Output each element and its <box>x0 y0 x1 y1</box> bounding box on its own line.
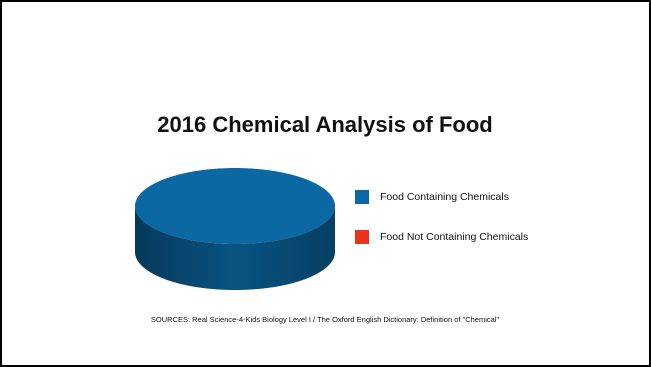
legend-swatch <box>355 190 369 204</box>
source-note: SOURCES: Real Science-4-Kids Biology Lev… <box>151 315 500 324</box>
legend-label: Food Containing Chemicals <box>380 191 509 203</box>
legend-label: Food Not Containing Chemicals <box>380 231 528 243</box>
chart-title: 2016 Chemical Analysis of Food <box>157 112 492 137</box>
pie-side-shade <box>135 206 335 290</box>
legend-swatch <box>355 230 369 244</box>
pie-slice <box>135 168 335 244</box>
